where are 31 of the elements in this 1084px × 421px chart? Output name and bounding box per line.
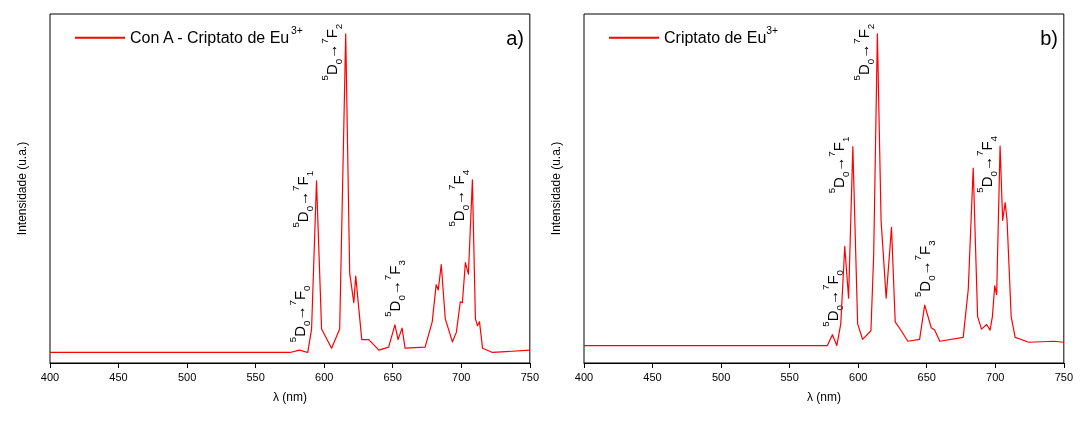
x-tick-label: 550 xyxy=(780,370,799,383)
x-tick-label: 550 xyxy=(246,370,265,383)
x-tick-label: 600 xyxy=(849,370,868,383)
annotation: a) xyxy=(506,27,524,49)
y-axis-title: Intensidade (u.a.) xyxy=(15,141,29,236)
annotation: 5D0→7F4 xyxy=(973,135,999,193)
annotation: 5D0→7F3 xyxy=(382,260,408,317)
x-tick-label: 650 xyxy=(917,370,936,383)
x-tick-label: 700 xyxy=(986,370,1005,383)
x-tick-label: 400 xyxy=(574,370,594,383)
x-tick-label: 750 xyxy=(520,370,539,383)
x-axis-title: λ (nm) xyxy=(806,390,841,404)
annotation: 5D0→7F1 xyxy=(826,136,852,194)
annotation: 5D0→7F2 xyxy=(850,23,876,81)
x-tick-label: 650 xyxy=(383,370,402,383)
y-axis-title: Intensidade (u.a.) xyxy=(549,141,563,236)
x-tick-label: 500 xyxy=(711,370,731,383)
x-tick-label: 450 xyxy=(643,370,662,383)
annotation: 5D0→7F0 xyxy=(287,284,313,343)
annotation: 5D0→7F3 xyxy=(912,240,938,298)
x-tick-label: 750 xyxy=(1054,370,1073,383)
x-tick-label: 450 xyxy=(109,370,128,383)
annotation: 5D0→7F1 xyxy=(290,170,316,228)
x-tick-label: 400 xyxy=(40,370,60,383)
x-tick-label: 600 xyxy=(315,370,334,383)
annotation: b) xyxy=(1040,27,1058,49)
x-tick-label: 500 xyxy=(177,370,197,383)
x-tick-label: 700 xyxy=(452,370,471,383)
annotation: 5D0→7F4 xyxy=(445,169,471,227)
x-axis-title: λ (nm) xyxy=(272,390,307,404)
annotation: 5D0→7F2 xyxy=(319,23,345,81)
